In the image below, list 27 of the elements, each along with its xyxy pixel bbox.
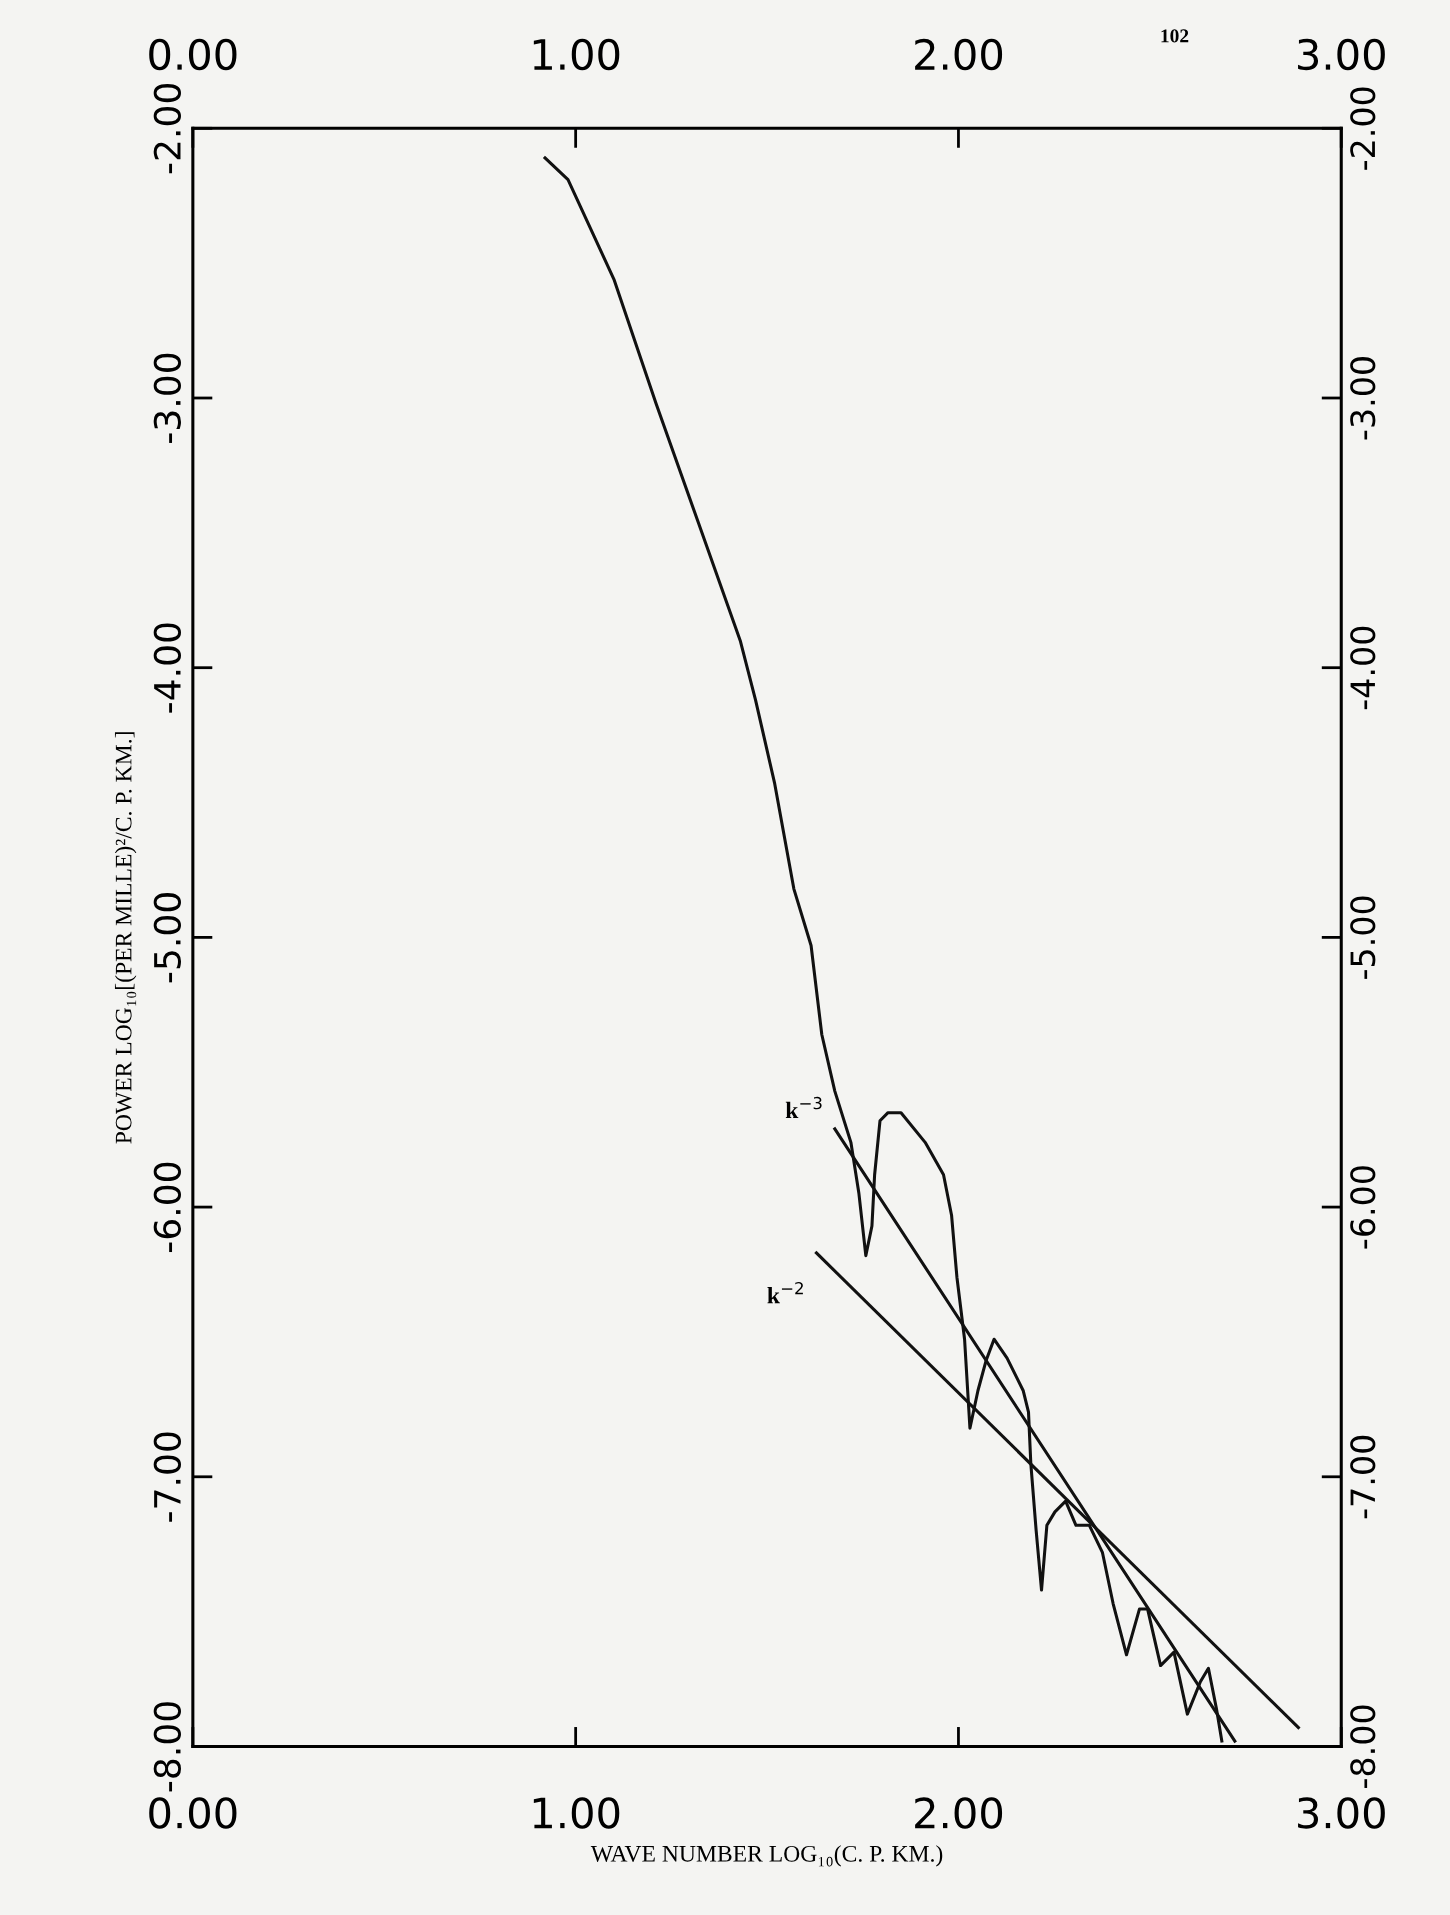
y-tick-label: -7.00 [153,1432,181,1522]
x-tick-label: 3.00 [1298,1797,1385,1829]
y-tick-label: -2.00 [153,83,181,174]
y-tick-label: -6.00 [153,1162,181,1253]
y2-tick-label: -8.00 [1350,1705,1376,1788]
y2-tick-label: -4.00 [1350,626,1376,710]
x-axis-title: WAVE NUMBER LOG₁₀(C. P. KM.) [590,1845,943,1867]
x-tick-label: 1.00 [533,1797,620,1829]
x2-tick-label: 0.00 [149,38,237,71]
text: 102 [1161,29,1189,43]
y-tick-label: -4.00 [153,623,181,713]
y2-tick-label: -6.00 [1350,1166,1376,1249]
y2-tick-label: -2.00 [1350,87,1376,170]
x2-tick-label: 2.00 [915,38,1003,71]
y-axis-title: POWER LOG₁₀[(PER MILLE)²/C. P. KM.] [114,732,137,1144]
annotation: k$^{−3}$ [785,1096,822,1119]
x-tick-label: 0.00 [149,1797,237,1829]
y2-tick-label: -5.00 [1350,896,1376,979]
y-tick-label: -8.00 [153,1702,181,1792]
x-tick-label: 2.00 [915,1797,1003,1829]
y2-tick-label: -3.00 [1350,357,1376,440]
x2-tick-label: 3.00 [1298,38,1385,71]
x2-tick-label: 1.00 [533,38,620,71]
y2-tick-label: -7.00 [1350,1435,1376,1519]
y-tick-label: -3.00 [153,353,181,443]
annotation: k$^{−2}$ [767,1281,803,1304]
y-tick-label: -5.00 [153,893,181,983]
